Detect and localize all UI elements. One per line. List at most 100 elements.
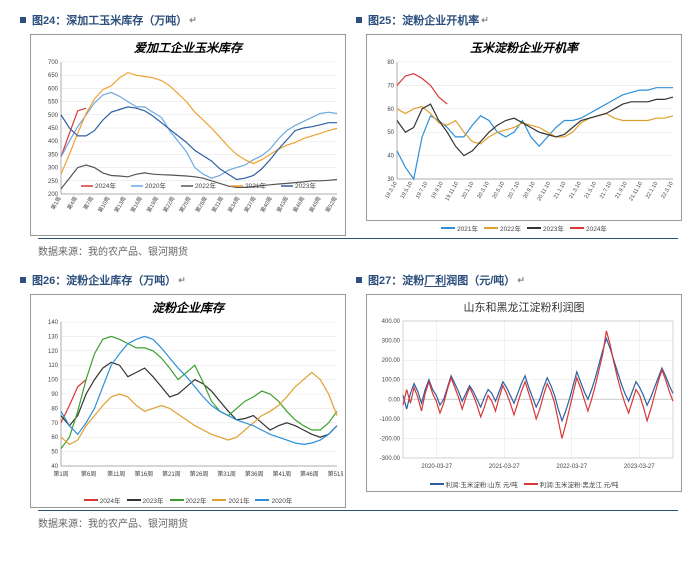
bullet-icon xyxy=(20,17,26,23)
legend-swatch xyxy=(170,499,184,501)
svg-text:第4周: 第4周 xyxy=(65,195,79,211)
svg-text:20.11.10: 20.11.10 xyxy=(536,181,552,202)
para-mark: ↵ xyxy=(189,15,197,26)
svg-text:21.9.10: 21.9.10 xyxy=(614,181,628,200)
legend-label: 2024年 xyxy=(586,223,607,233)
fig25-legend: 2021年2022年2023年2024年 xyxy=(366,223,682,233)
fig26-chart-title: 淀粉企业库存 xyxy=(33,299,343,316)
svg-text:19.3.10: 19.3.10 xyxy=(384,181,398,200)
legend-swatch xyxy=(441,227,455,229)
svg-text:第31周: 第31周 xyxy=(217,470,236,478)
svg-text:19.9.10: 19.9.10 xyxy=(430,181,444,200)
legend-item: 2023年 xyxy=(127,495,164,505)
svg-text:700: 700 xyxy=(48,60,59,66)
svg-text:-100.00: -100.00 xyxy=(380,417,401,423)
fig25-caption-text: 图25：淀粉企业开机率 xyxy=(368,12,479,28)
fig26-27-source: 数据来源：我的农产品、银河期货 xyxy=(38,515,680,530)
separator xyxy=(38,238,678,239)
svg-text:2021年: 2021年 xyxy=(245,181,266,190)
fig26-caption: 图26：淀粉企业库存（万吨） ↵ xyxy=(20,272,346,288)
para-mark: ↵ xyxy=(481,15,489,26)
svg-text:第37周: 第37周 xyxy=(242,195,257,214)
legend-item: 利润:玉米淀粉:黑龙江 元/吨 xyxy=(524,479,619,489)
legend-swatch xyxy=(430,483,444,485)
svg-text:22.3.10: 22.3.10 xyxy=(660,181,674,200)
svg-text:第16周: 第16周 xyxy=(128,195,143,214)
fig27-caption-underlined: 厂利 xyxy=(424,272,446,288)
svg-text:第52周: 第52周 xyxy=(323,195,338,214)
svg-text:21.5.10: 21.5.10 xyxy=(584,181,598,200)
svg-text:300.00: 300.00 xyxy=(382,339,401,345)
fig27-legend: 利润:玉米淀粉:山东 元/吨 利润:玉米淀粉:黑龙江 元/吨 xyxy=(369,479,679,489)
svg-text:第26周: 第26周 xyxy=(190,470,209,478)
fig25-svg: 30405060708019.3.1019.5.1019.7.1019.9.10… xyxy=(369,58,679,213)
svg-text:21.7.10: 21.7.10 xyxy=(599,181,613,200)
fig26-legend: 2024年2023年2022年2021年2020年 xyxy=(33,495,343,505)
svg-text:2022-03-27: 2022-03-27 xyxy=(556,464,587,470)
svg-text:2024年: 2024年 xyxy=(95,181,116,190)
svg-text:20.7.10: 20.7.10 xyxy=(507,181,521,200)
svg-text:20.9.10: 20.9.10 xyxy=(522,181,536,200)
legend-item: 利润:玉米淀粉:山东 元/吨 xyxy=(430,479,518,489)
svg-text:第1周: 第1周 xyxy=(53,470,68,478)
svg-text:400.00: 400.00 xyxy=(382,319,401,325)
svg-text:第46周: 第46周 xyxy=(291,195,306,214)
svg-text:第6周: 第6周 xyxy=(81,470,96,478)
legend-label: 利润:玉米淀粉:山东 元/吨 xyxy=(446,479,518,489)
svg-text:19.5.10: 19.5.10 xyxy=(400,181,414,200)
svg-text:2023-03-27: 2023-03-27 xyxy=(624,464,655,470)
fig26-svg: 405060708090100110120130140第1周第6周第11周第16… xyxy=(33,318,343,488)
svg-text:22.1.10: 22.1.10 xyxy=(645,181,659,200)
legend-label: 2024年 xyxy=(100,495,121,505)
legend-swatch xyxy=(84,499,98,501)
svg-text:第28周: 第28周 xyxy=(193,195,208,214)
svg-text:70: 70 xyxy=(51,421,58,427)
svg-text:70: 70 xyxy=(387,83,394,89)
fig27-caption: 图27：淀粉厂利润图（元/吨） ↵ xyxy=(356,272,682,288)
svg-text:第21周: 第21周 xyxy=(162,470,181,478)
svg-text:第40周: 第40周 xyxy=(258,195,273,214)
legend-item: 2022年 xyxy=(170,495,207,505)
bullet-icon xyxy=(356,277,362,283)
svg-text:21.11.10: 21.11.10 xyxy=(628,181,644,202)
svg-text:第16周: 第16周 xyxy=(134,470,153,478)
svg-text:20.5.10: 20.5.10 xyxy=(492,181,506,200)
svg-text:200.00: 200.00 xyxy=(382,358,401,364)
para-mark: ↵ xyxy=(517,275,525,286)
svg-text:2022年: 2022年 xyxy=(195,181,216,190)
legend-item: 2022年 xyxy=(484,223,521,233)
fig24-caption-text: 图24：深加工玉米库存（万吨） xyxy=(32,12,187,28)
fig24-chart-title: 爱加工企业玉米库存 xyxy=(33,39,343,56)
svg-text:100.00: 100.00 xyxy=(382,378,401,384)
svg-text:500: 500 xyxy=(48,113,59,119)
para-mark: ↵ xyxy=(178,275,186,286)
legend-label: 2023年 xyxy=(543,223,564,233)
svg-text:80: 80 xyxy=(387,60,394,66)
svg-text:第51周: 第51周 xyxy=(328,470,343,478)
fig27-chart: 山东和黑龙江淀粉利润图 -300.00-200.00-100.000.00100… xyxy=(366,294,682,492)
legend-label: 2020年 xyxy=(271,495,292,505)
legend-label: 2023年 xyxy=(143,495,164,505)
svg-text:第34周: 第34周 xyxy=(226,195,241,214)
svg-text:50: 50 xyxy=(51,450,58,456)
svg-text:第22周: 第22周 xyxy=(161,195,176,214)
svg-text:50: 50 xyxy=(387,130,394,136)
svg-text:20.3.10: 20.3.10 xyxy=(476,181,490,200)
svg-text:第43周: 第43周 xyxy=(275,195,290,214)
svg-text:300: 300 xyxy=(48,166,59,172)
legend-swatch xyxy=(570,227,584,229)
svg-text:250: 250 xyxy=(48,179,59,185)
svg-text:140: 140 xyxy=(48,320,59,326)
separator xyxy=(38,510,678,511)
svg-text:600: 600 xyxy=(48,86,59,92)
legend-item: 2024年 xyxy=(84,495,121,505)
svg-text:550: 550 xyxy=(48,100,59,106)
fig27-caption-pre: 图27：淀粉 xyxy=(368,272,424,288)
svg-text:第36周: 第36周 xyxy=(245,470,264,478)
svg-text:400: 400 xyxy=(48,139,59,145)
svg-text:130: 130 xyxy=(48,334,59,340)
legend-swatch xyxy=(484,227,498,229)
svg-text:第46周: 第46周 xyxy=(300,470,319,478)
svg-text:90: 90 xyxy=(51,392,58,398)
legend-label: 利润:玉米淀粉:黑龙江 元/吨 xyxy=(540,479,619,489)
